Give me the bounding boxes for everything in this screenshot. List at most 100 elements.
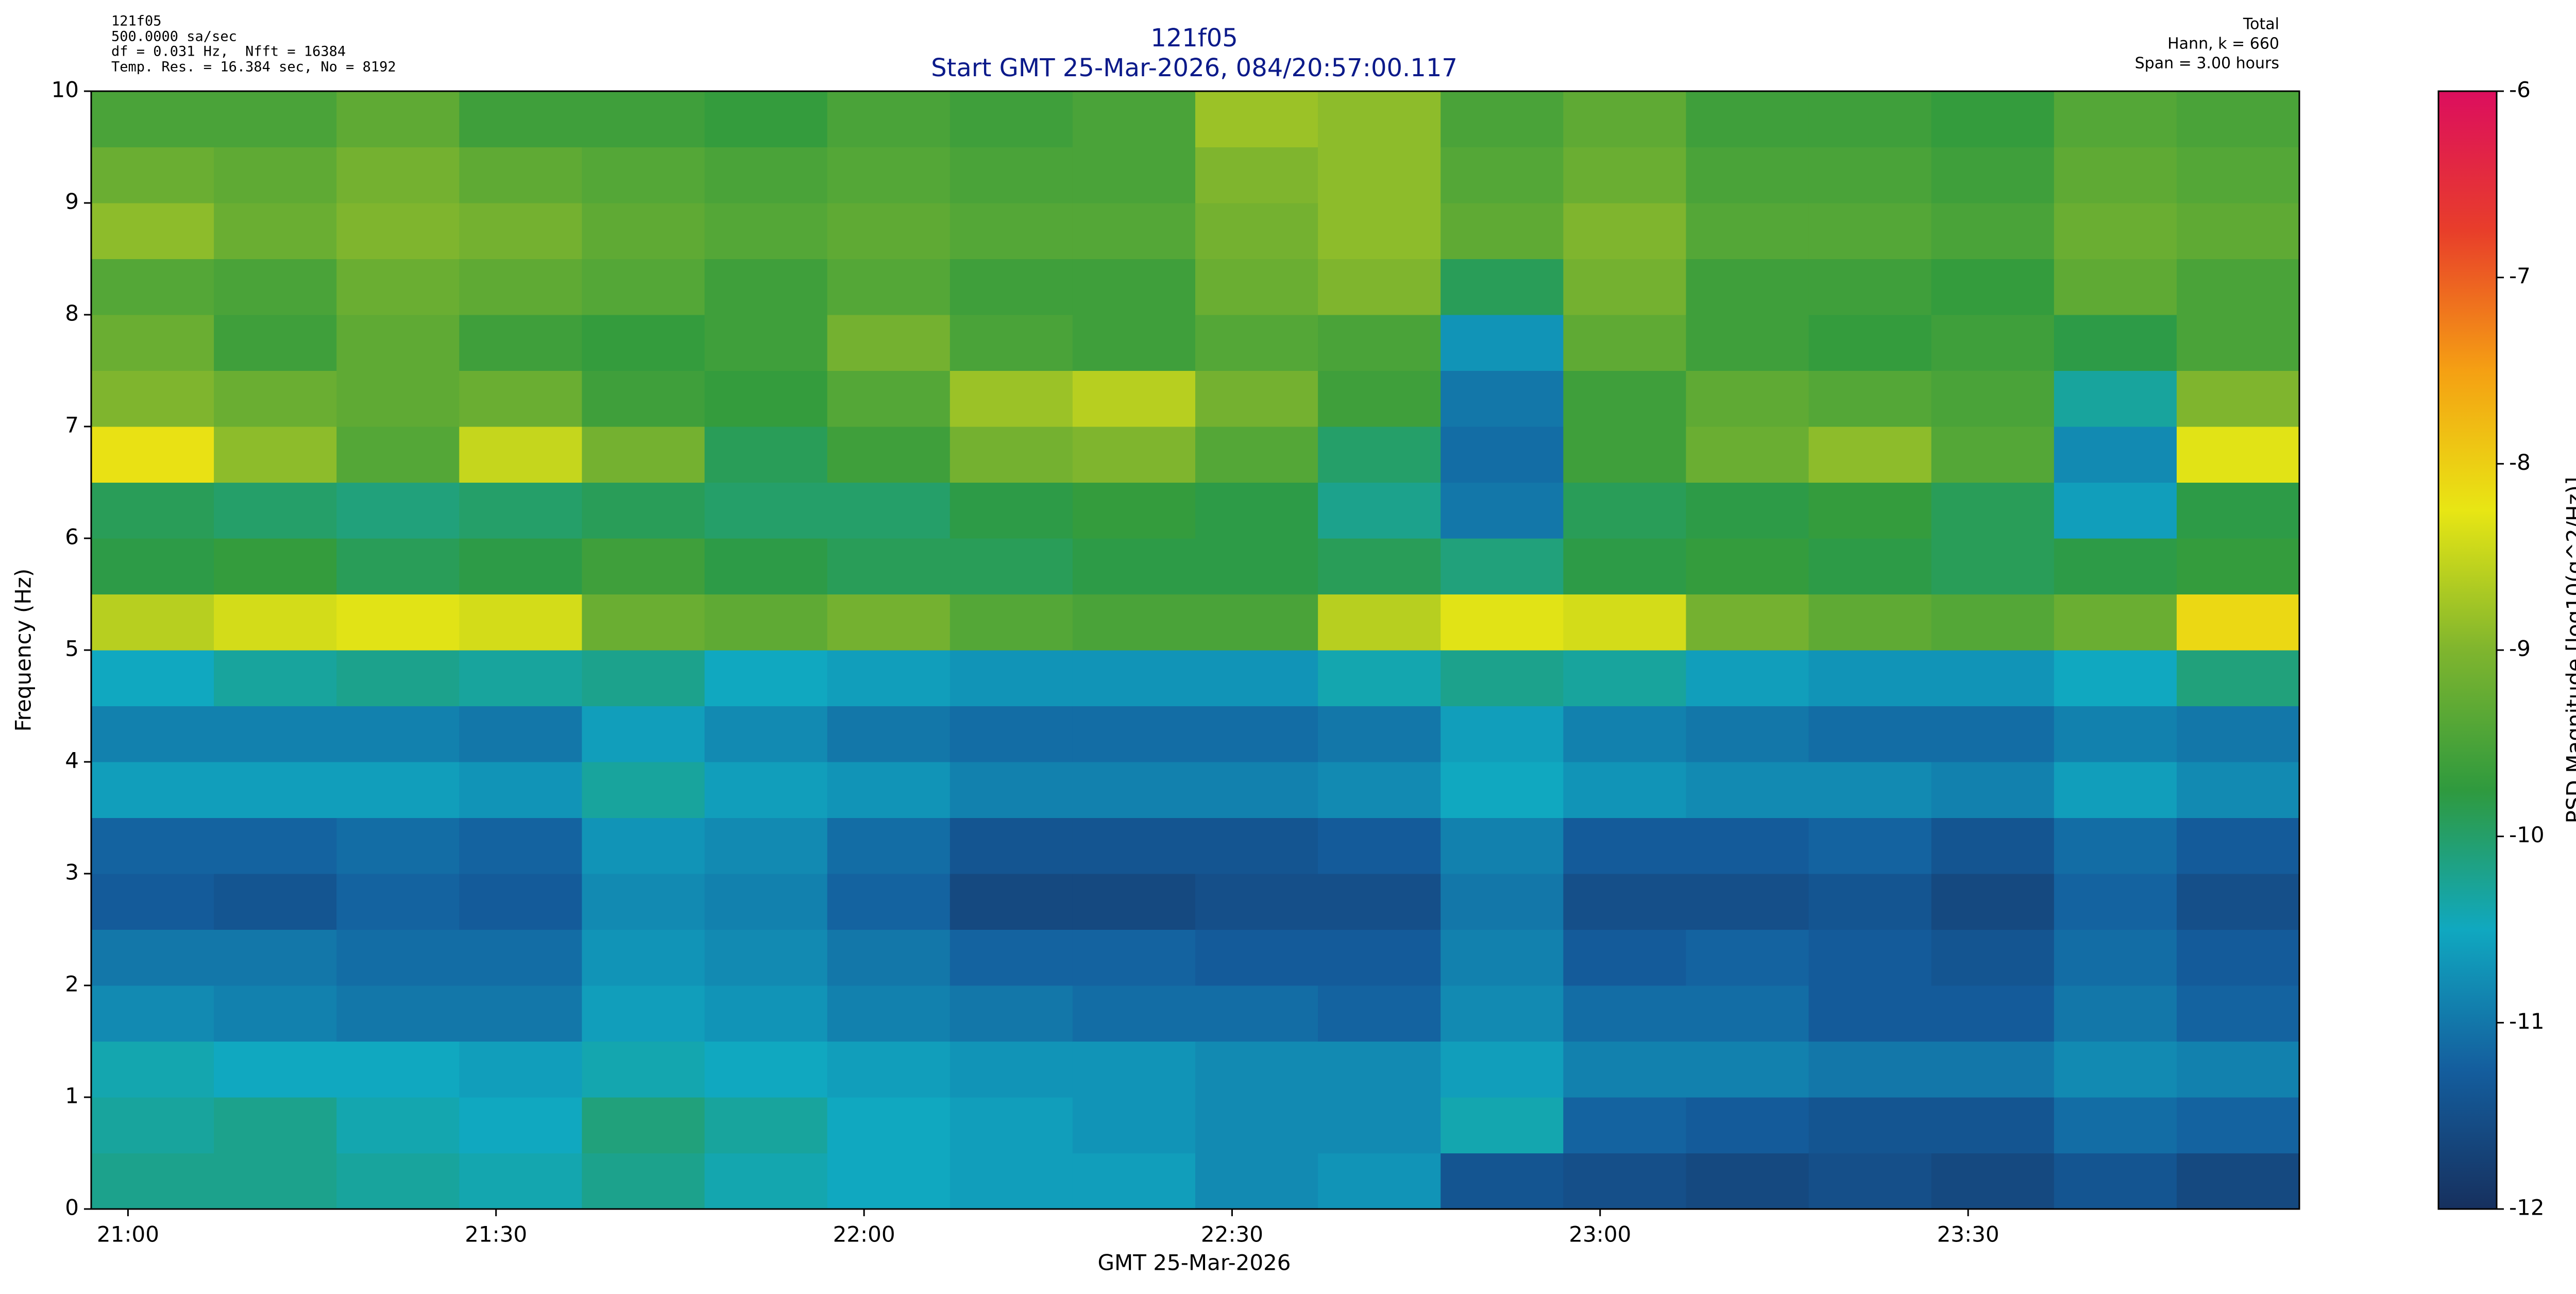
heatmap-cell [1808,650,1932,706]
heatmap-cell [582,538,705,594]
heatmap-cell [1440,1097,1564,1153]
heatmap-cell [950,594,1073,651]
heatmap-cell [1195,818,1318,874]
heatmap-cell [1808,929,1932,986]
heatmap-cell [1686,594,1809,651]
heatmap-cell [1686,91,1809,147]
heatmap-cell [582,650,705,706]
heatmap-cell [2054,1153,2177,1210]
heatmap-cell [1808,1153,1932,1210]
heatmap-cell [1931,482,2055,539]
heatmap-cell [336,1153,460,1210]
heatmap-cell [950,315,1073,371]
heatmap-cell [1440,985,1564,1042]
heatmap-cell [1931,818,2055,874]
heatmap-cell [91,818,214,874]
heatmap-cell [2176,1153,2300,1210]
heatmap-cell [336,259,460,315]
colorbar-tick-label: -10 [2509,822,2545,847]
heatmap-cell [1072,650,1196,706]
heatmap-cell [1318,147,1441,203]
heatmap-cell [582,315,705,371]
heatmap-cell [1808,818,1932,874]
heatmap-cell [214,706,337,762]
heatmap-cell [1686,929,1809,986]
heatmap-cell [1318,370,1441,427]
heatmap-cell [1195,427,1318,483]
heatmap-cell [1686,203,1809,259]
heatmap-cell [1440,706,1564,762]
heatmap-cell [91,259,214,315]
heatmap-cell [214,91,337,147]
heatmap-cell [336,874,460,930]
heatmap-cell [1931,370,2055,427]
colorbar [2437,90,2498,1210]
heatmap-cell [214,762,337,818]
heatmap-cell [2054,1041,2177,1098]
heatmap-cell [2054,538,2177,594]
heatmap-cell [91,1153,214,1210]
heatmap-cell [704,427,828,483]
heatmap-cell [336,706,460,762]
heatmap-cell [1072,818,1196,874]
heatmap-cell [1563,315,1686,371]
y-tick-label: 1 [65,1083,79,1109]
heatmap-cell [1808,203,1932,259]
heatmap-cell [950,706,1073,762]
heatmap-cell [1195,762,1318,818]
y-tick-label: 3 [65,860,79,885]
heatmap-cell [1195,203,1318,259]
heatmap-cell [2054,706,2177,762]
y-tick-label: 9 [65,189,79,214]
heatmap-cell [1563,538,1686,594]
y-tick-label: 0 [65,1195,79,1220]
heatmap-cell [704,762,828,818]
heatmap-cell [582,985,705,1042]
heatmap-cell [91,147,214,203]
heatmap-cell [214,985,337,1042]
heatmap-cell [1931,203,2055,259]
heatmap-cell [582,1041,705,1098]
heatmap-cell [704,1041,828,1098]
heatmap-cell [2054,650,2177,706]
heatmap-cell [582,594,705,651]
heatmap-cell [1931,650,2055,706]
heatmap-cell [1195,706,1318,762]
x-tick-label: 23:00 [1569,1222,1631,1247]
heatmap-cell [1808,259,1932,315]
heatmap-cell [91,315,214,371]
heatmap-cell [91,482,214,539]
heatmap-cell [336,929,460,986]
heatmap-cell [459,1041,582,1098]
heatmap-cell [1195,147,1318,203]
heatmap-cell [214,874,337,930]
heatmap-cell [1072,259,1196,315]
heatmap-cell [2176,985,2300,1042]
heatmap-cell [2176,650,2300,706]
heatmap-cell [827,1097,951,1153]
heatmap-cell [1931,1041,2055,1098]
heatmap-cell [1686,874,1809,930]
heatmap-cell [91,650,214,706]
heatmap-cell [582,147,705,203]
heatmap-cell [1195,929,1318,986]
colorbar-label: PSD Magnitude [log10(g^2/Hz)] [2562,477,2576,824]
heatmap-cell [91,594,214,651]
heatmap-cell [2176,427,2300,483]
heatmap-cell [1808,594,1932,651]
info-line: Span = 3.00 hours [2135,55,2279,73]
heatmap-cell [1686,482,1809,539]
heatmap-cell [2176,203,2300,259]
heatmap-cell [1563,985,1686,1042]
heatmap-cell [459,259,582,315]
heatmap-cell [459,650,582,706]
heatmap-cell [1563,762,1686,818]
heatmap-cell [1563,1097,1686,1153]
heatmap-cell [582,370,705,427]
heatmap-cell [704,706,828,762]
heatmap-cell [1686,650,1809,706]
heatmap-cell [704,818,828,874]
heatmap-cell [1931,91,2055,147]
heatmap-cell [1563,594,1686,651]
